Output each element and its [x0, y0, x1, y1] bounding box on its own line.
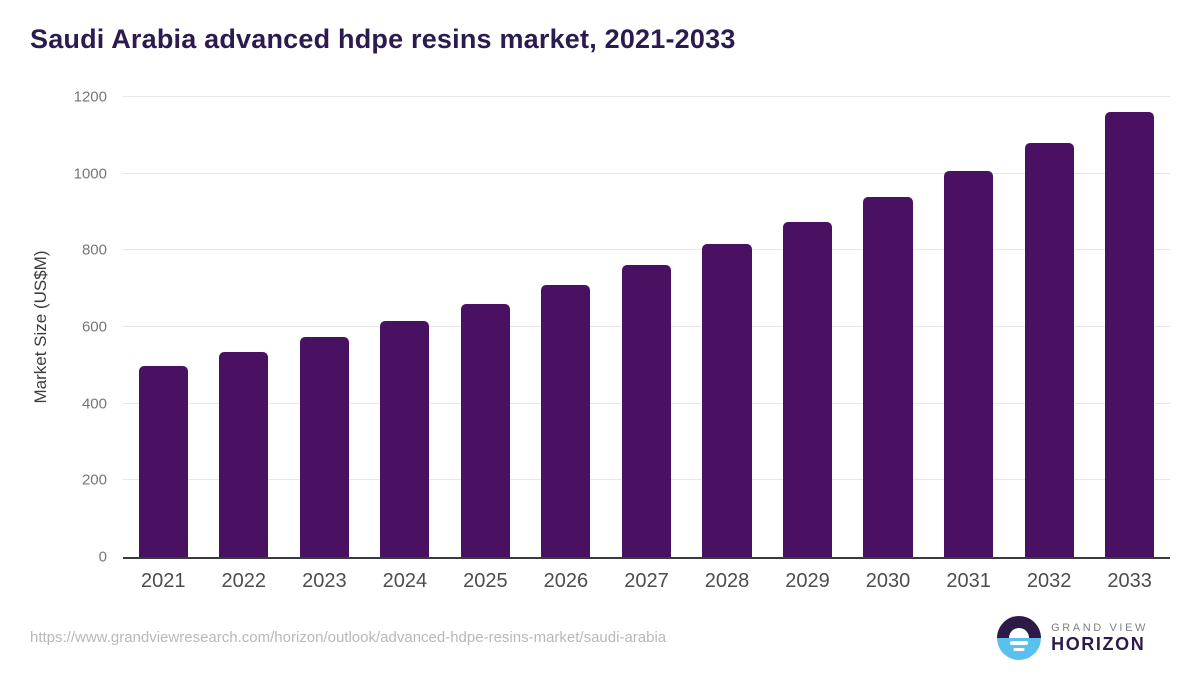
bar-slot-2028: [687, 97, 768, 557]
logo-icon-reflection-line-2: [1013, 648, 1025, 651]
logo-horizon-text: HORIZON: [1051, 633, 1146, 654]
brand-logo: GRAND VIEW HORIZON: [997, 616, 1148, 660]
bar-2023[interactable]: [299, 336, 349, 557]
bar-2029[interactable]: [782, 221, 833, 557]
bar-slot-2025: [445, 97, 526, 557]
bar-slot-2030: [848, 97, 929, 557]
x-tick-label-2031: 2031: [946, 570, 991, 592]
gridline-1200: [123, 96, 1170, 97]
y-tick-label-1200: 1200: [73, 88, 107, 106]
x-tick-label-2021: 2021: [141, 570, 186, 592]
x-tick-label-2029: 2029: [785, 570, 830, 592]
bar-slot-2023: [284, 97, 365, 557]
horizon-sun-icon: [997, 616, 1042, 660]
gridline-800: [123, 249, 1170, 251]
x-tick-label-2027: 2027: [624, 570, 669, 592]
y-tick-label-200: 200: [81, 471, 107, 489]
bar-2026[interactable]: [541, 284, 591, 557]
y-tick-label-1000: 1000: [73, 165, 107, 183]
plot-area: [123, 96, 1170, 559]
gridline-1000: [123, 172, 1170, 174]
x-tick-label-2028: 2028: [704, 570, 750, 592]
bar-2027[interactable]: [621, 265, 671, 557]
logo-icon-top-half: [997, 616, 1042, 638]
x-tick-label-2033: 2033: [1107, 570, 1152, 592]
y-tick-label-800: 800: [81, 241, 107, 259]
bar-2022[interactable]: [219, 351, 269, 557]
bar-slot-2022: [204, 97, 285, 557]
x-tick-label-2025: 2025: [463, 570, 508, 592]
bar-slot-2021: [123, 97, 204, 557]
y-tick-label-600: 600: [81, 318, 107, 336]
bar-2025[interactable]: [460, 303, 510, 557]
x-tick-label-2030: 2030: [865, 570, 911, 592]
bar-2030[interactable]: [863, 197, 913, 557]
x-tick-label-2023: 2023: [302, 570, 347, 592]
brand-logo-text: GRAND VIEW HORIZON: [1051, 622, 1148, 655]
bar-2028[interactable]: [702, 244, 752, 557]
bar-slot-2029: [767, 97, 848, 557]
y-axis-tick-labels: 0 200 400 600 800 1000 1200: [0, 90, 107, 565]
y-tick-label-400: 400: [81, 395, 107, 413]
bar-slot-2024: [365, 97, 446, 557]
x-tick-label-2026: 2026: [543, 570, 589, 592]
bar-slot-2032: [1009, 97, 1090, 557]
bar-slot-2027: [606, 97, 687, 557]
bar-2031[interactable]: [944, 170, 994, 557]
bar-slot-2033: [1089, 97, 1170, 557]
source-url: https://www.grandviewresearch.com/horizo…: [30, 629, 667, 646]
bar-slot-2026: [526, 97, 607, 557]
bar-series: [123, 97, 1170, 557]
bar-2032[interactable]: [1024, 143, 1074, 557]
x-tick-label-2032: 2032: [1026, 570, 1072, 592]
x-tick-label-2024: 2024: [382, 570, 428, 592]
x-tick-label-2022: 2022: [221, 570, 267, 592]
logo-grand-view-text: GRAND VIEW: [1051, 621, 1148, 634]
y-tick-label-0: 0: [98, 548, 107, 566]
logo-icon-reflection-line-1: [1010, 641, 1029, 645]
chart-title: Saudi Arabia advanced hdpe resins market…: [30, 24, 736, 54]
x-axis-tick-labels: 2021 2022 2023 2024 2025 2026 2027 2028 2029 2030…: [123, 570, 1170, 593]
bar-2024[interactable]: [380, 320, 430, 557]
logo-icon-sun-arch: [1009, 628, 1030, 638]
bar-2033[interactable]: [1105, 111, 1155, 557]
bar-2021[interactable]: [138, 366, 188, 557]
bar-slot-2031: [928, 97, 1009, 557]
